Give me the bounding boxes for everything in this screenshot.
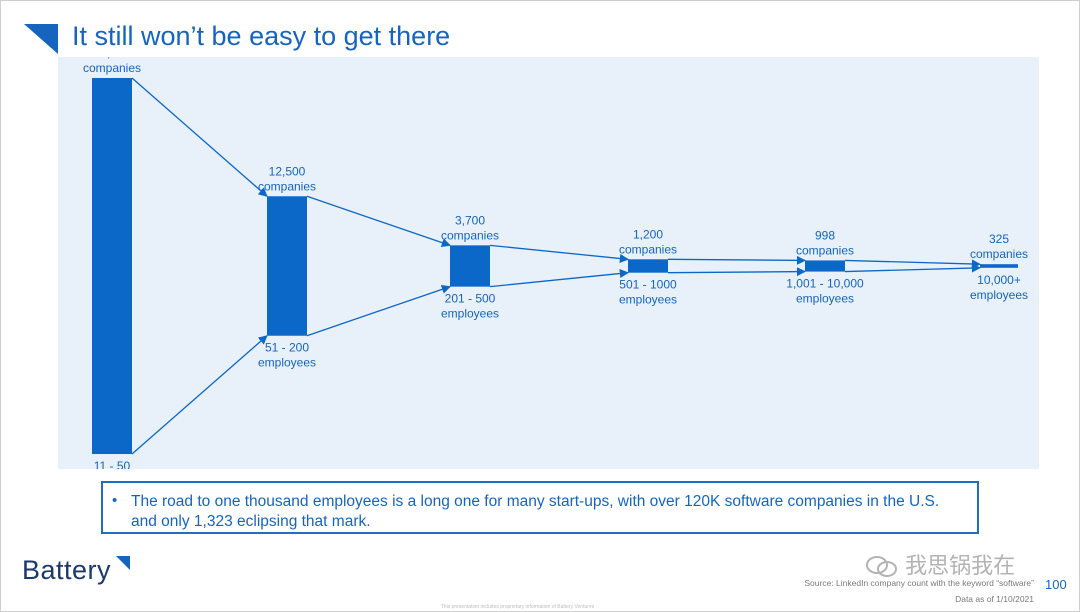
- funnel-bar: [267, 196, 307, 336]
- connector-arrow-bottom: [306, 284, 451, 337]
- connector-arrow-bottom: [667, 267, 806, 277]
- connector-arrow-bottom: [844, 263, 981, 273]
- companies-unit-label: companies: [441, 228, 499, 242]
- size-unit-label: employees: [796, 292, 854, 306]
- companies-unit-label: companies: [619, 242, 677, 256]
- funnel-bar: [805, 260, 845, 272]
- page-title: It still won’t be easy to get there: [72, 21, 451, 51]
- callout-box: • The road to one thousand employees is …: [101, 481, 979, 534]
- companies-count-label: 998: [815, 228, 835, 242]
- connector-arrow-top: [844, 259, 981, 269]
- funnel-bar: [450, 245, 490, 287]
- size-range-label: 11 - 50: [94, 459, 131, 469]
- funnel-chart: 33,700companies11 - 50employees12,500com…: [58, 57, 1039, 469]
- logo-triangle-icon: [116, 556, 130, 570]
- funnel-bar: [628, 259, 668, 273]
- size-range-label: 10,000+: [977, 273, 1021, 287]
- funnel-bar: [92, 78, 132, 454]
- bullet-symbol: •: [112, 492, 118, 509]
- funnel-bar: [980, 264, 1018, 268]
- battery-logo: Battery: [22, 555, 130, 586]
- companies-count-label: 3,700: [455, 213, 485, 227]
- watermark-text: 我思锅我在: [905, 553, 1016, 578]
- size-range-label: 51 - 200: [265, 341, 309, 355]
- chat-bubble-icon: [866, 556, 897, 578]
- connector-arrow-top: [131, 77, 268, 197]
- companies-unit-label: companies: [796, 243, 854, 257]
- connector-arrow-top: [489, 244, 629, 264]
- companies-count-label: 12,500: [269, 164, 306, 178]
- size-unit-label: employees: [258, 356, 316, 370]
- funnel-svg: 33,700companies11 - 50employees12,500com…: [83, 57, 1028, 469]
- size-unit-label: employees: [441, 307, 499, 321]
- companies-unit-label: companies: [83, 61, 141, 75]
- companies-unit-label: companies: [258, 179, 316, 193]
- connector-arrow-bottom: [489, 268, 629, 288]
- corner-triangle-icon: [24, 24, 58, 54]
- connector-arrow-bottom: [131, 335, 268, 455]
- size-unit-label: employees: [970, 288, 1028, 302]
- page-number: 100: [1045, 577, 1067, 592]
- source-note: Source: LinkedIn company count with the …: [804, 578, 1034, 588]
- size-unit-label: employees: [619, 293, 677, 307]
- companies-count-label: 33,700: [94, 57, 131, 60]
- companies-unit-label: companies: [970, 247, 1028, 261]
- watermark: 我思锅我在: [865, 548, 1015, 580]
- footer-disclaimer: This presentation includes proprietary i…: [440, 604, 595, 610]
- size-range-label: 1,001 - 10,000: [786, 277, 864, 291]
- logo-text: Battery: [22, 555, 112, 585]
- date-note: Data as of 1/10/2021: [955, 594, 1034, 604]
- callout-text: The road to one thousand employees is a …: [131, 493, 940, 530]
- companies-count-label: 1,200: [633, 227, 663, 241]
- companies-count-label: 325: [989, 232, 1009, 246]
- connector-arrow-top: [306, 195, 451, 248]
- connector-arrow-top: [667, 255, 806, 265]
- size-range-label: 501 - 1000: [619, 278, 677, 292]
- size-range-label: 201 - 500: [445, 292, 496, 306]
